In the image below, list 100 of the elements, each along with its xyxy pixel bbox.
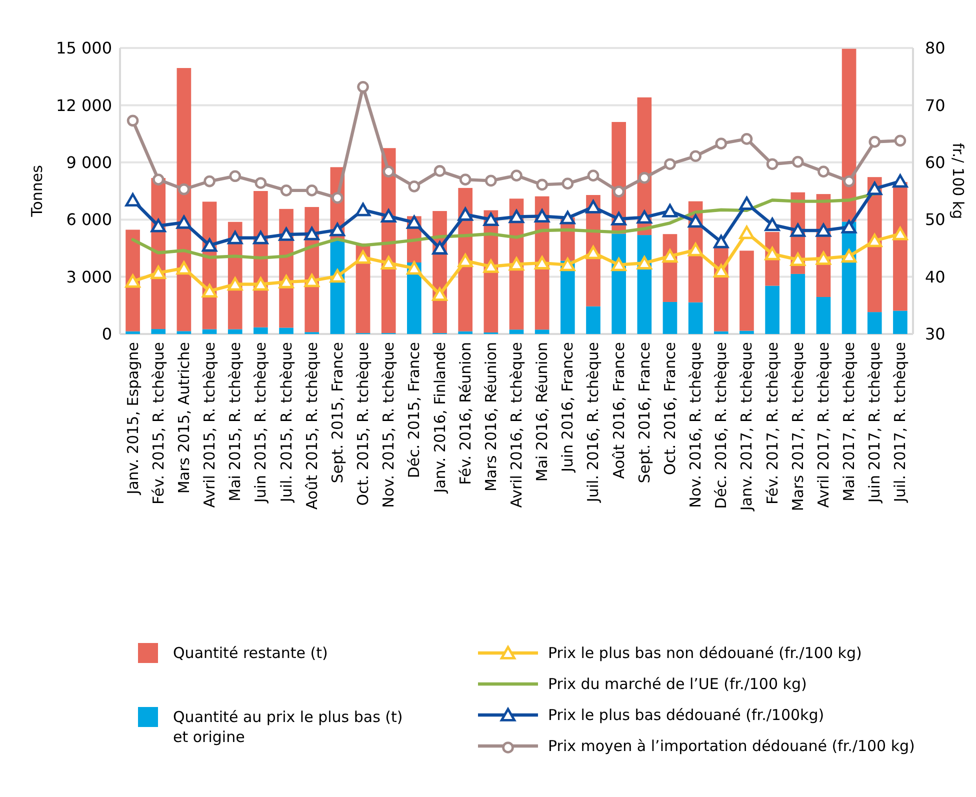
x-tick-label: Janv. 2016, Finlande [430,342,449,494]
point [740,133,753,145]
x-tick-label: Mars 2017, R. tchèque [788,342,807,512]
point [534,256,550,270]
x-tick-label: Août 2016, France [610,342,628,479]
bar [176,331,192,334]
point [306,184,318,196]
x-tick-label: Mars 2016, Réunion [482,342,500,492]
x-tick-label: Avril 2017, R. tchèque [814,342,832,508]
x-tick-label: Juin 2016, France [558,342,577,473]
point [790,223,806,237]
point [764,246,780,260]
point [508,210,524,224]
x-tick-label: Mars 2015, Autriche [174,342,193,494]
bar [740,250,754,331]
x-tick-label: Juil. 2017, R. tchèque [891,342,910,504]
point [562,178,574,190]
point [638,172,650,184]
point [611,212,626,226]
bar [279,328,294,334]
bar [509,330,524,334]
point [690,150,702,162]
bar [202,329,217,334]
point [536,178,548,191]
x-tick-label: Mai 2016, Réunion [533,342,552,482]
point [636,256,652,270]
bar [765,286,780,334]
point [408,180,420,192]
y-tick-label: 6 000 [66,210,112,230]
point [432,241,448,255]
y2-tick-label: 30 [925,324,946,344]
x-tick-label: Juin 2017, R. tchèque [866,342,884,504]
point [662,204,678,218]
point [867,182,882,196]
y2-tick-label: 70 [925,96,946,115]
point [560,258,576,272]
point [688,214,704,228]
point [228,277,243,291]
y2-tick-label: 50 [925,210,946,230]
bar [151,329,166,334]
point [280,184,292,196]
legend-label: Prix du marché de l’UE (fr./100 kg) [548,675,807,693]
point [278,227,294,241]
point [586,246,601,260]
point [381,209,396,223]
point [432,287,448,301]
point [125,193,140,207]
point [355,250,371,264]
bar [790,274,806,334]
x-tick-label: Juil. 2015, R. tchèque [277,342,296,504]
point [357,80,369,93]
point [508,257,524,271]
point [459,174,472,186]
x-tick-label: Janv. 2015, Espagne [124,342,142,496]
point [586,200,601,214]
x-tick-label: Juil. 2016, R. tchèque [584,342,602,504]
legend-label: Quantité au prix le plus bas (t) et origine [173,708,403,746]
point [818,166,830,178]
bar [842,48,856,222]
point [816,251,832,265]
x-tick-label: Déc. 2015, France [405,342,424,478]
y-tick-label: 15 000 [56,38,112,58]
point [766,158,778,170]
point [126,114,139,127]
point [739,196,754,210]
point [253,230,268,244]
point [229,170,242,182]
point [332,192,344,204]
point [202,238,218,252]
bar [458,331,472,334]
point [434,165,446,177]
point [381,256,396,270]
point [868,136,881,148]
point [278,274,294,288]
point [764,218,780,232]
bar [176,68,192,332]
point [892,174,908,188]
point [739,226,754,240]
y-tick-label: 3 000 [66,267,112,286]
x-tick-label: Oct. 2015, R. tchèque [354,342,372,506]
point [664,158,676,170]
point [792,156,804,168]
point [330,269,345,283]
point [152,174,164,186]
x-tick-label: Juin 2015, R. tchèque [252,342,270,504]
x-tick-label: Nov. 2015, R. tchèque [380,342,398,508]
legend-label: Prix le plus bas dédouané (fr./100kg) [548,706,824,724]
point [150,218,166,232]
bar [637,235,652,334]
point [355,202,371,216]
point [176,261,192,275]
bar [586,306,600,334]
x-tick-label: Mai 2017, R. tchèque [840,342,858,502]
point [510,170,522,182]
point [843,175,855,188]
bar [228,329,242,334]
point [150,266,166,280]
point [560,210,576,224]
point [587,170,600,182]
point [816,223,832,237]
